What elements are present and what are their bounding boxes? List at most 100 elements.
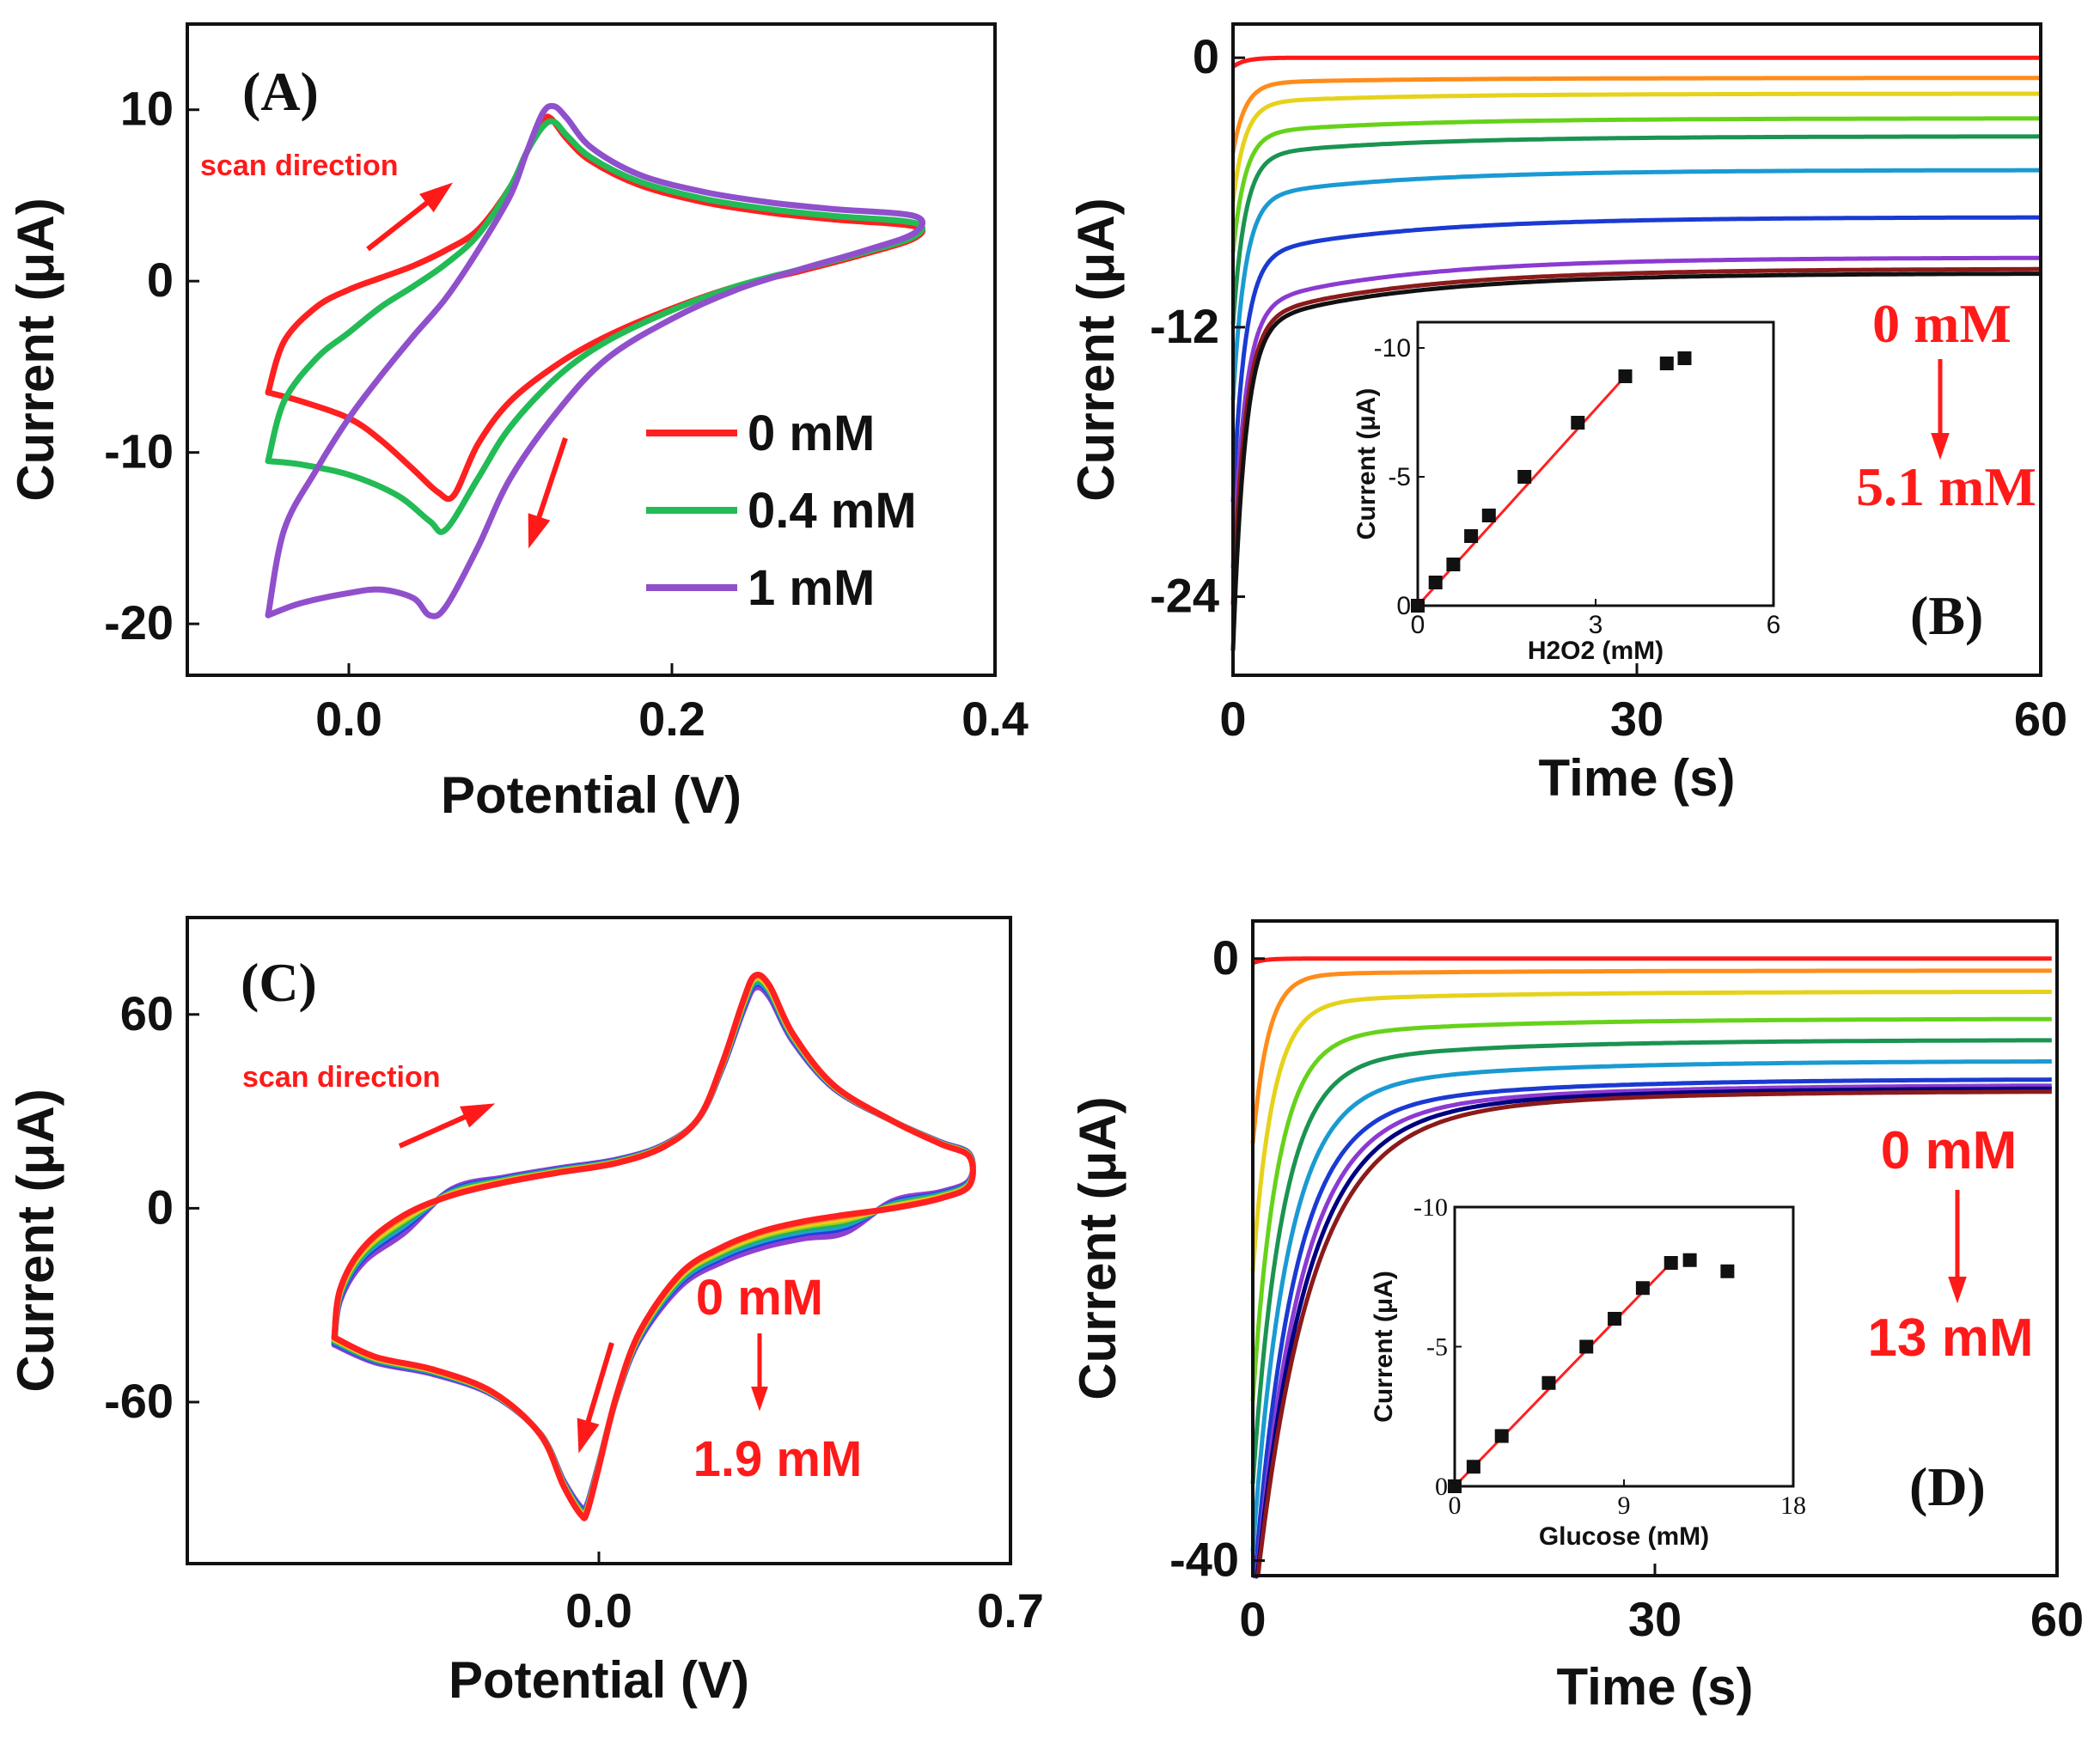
inset-frame — [1416, 320, 1775, 607]
y-tick-label: 10 — [120, 82, 174, 136]
data-point — [1664, 1256, 1678, 1270]
current-trace — [1230, 134, 2042, 325]
concentration-arrow-head — [751, 1387, 768, 1412]
concentration-arrow-head — [1931, 433, 1950, 460]
annotation-from: 0 mM — [1881, 1121, 2017, 1180]
x-axis-label: Potential (V) — [441, 766, 742, 824]
x-tick-label: 0.2 — [638, 692, 705, 746]
y-tick-label: 60 — [120, 986, 174, 1040]
current-trace — [1230, 255, 2041, 569]
inset-y-tick-label: 0 — [1435, 1473, 1448, 1501]
x-tick-label: 30 — [1628, 1592, 1682, 1646]
data-point — [1481, 509, 1496, 522]
series-line-0mM — [265, 113, 925, 503]
y-tick-label: 0 — [1212, 930, 1239, 985]
data-point — [1659, 357, 1674, 370]
y-tick-label: -12 — [1150, 299, 1219, 353]
inset-y-tick-label: -10 — [1374, 334, 1411, 363]
current-trace — [1230, 266, 2041, 605]
panel-label: (A) — [242, 61, 319, 122]
y-tick-label: 0 — [147, 1180, 174, 1234]
y-tick-label: 0 — [1193, 29, 1219, 83]
data-point — [1682, 1253, 1697, 1267]
series-line-1mM — [265, 102, 925, 619]
legend-entry: 1 mM — [748, 560, 875, 616]
plot-frame-a — [186, 22, 997, 677]
current-trace — [1250, 1059, 2052, 1552]
cv-curve — [331, 972, 976, 1522]
inset-x-tick-label: 9 — [1618, 1491, 1631, 1520]
series-line-0.4mM — [265, 118, 925, 535]
x-axis-label: Time (s) — [1539, 749, 1736, 807]
current-trace — [1230, 76, 2041, 154]
current-trace — [1250, 968, 2052, 1144]
inset-frame — [1453, 1205, 1795, 1488]
current-trace — [1253, 1083, 2052, 1579]
inset-b: 0 3 6 0 -5 -10 H2O2 (mM) Current (μA) — [1352, 320, 1781, 665]
x-tick-label: 30 — [1610, 692, 1664, 746]
data-point — [1446, 558, 1461, 571]
current-trace — [1231, 55, 2041, 69]
y-axis-label: Current (μA) — [1069, 1096, 1126, 1400]
panel-label: (B) — [1910, 585, 1983, 646]
x-tick-label: 0.0 — [315, 692, 382, 746]
y-axis-label: Current (μA) — [7, 1089, 64, 1392]
panel-a: 0.0 0.2 0.4 10 0 -10 -20 Potential (V) Current (… — [7, 22, 1029, 824]
annotation-from: 0 mM — [1872, 293, 2011, 354]
inset-y-tick-label: -5 — [1388, 463, 1411, 491]
current-trace — [1230, 116, 2041, 253]
annotation-to: 1.9 mM — [693, 1431, 863, 1487]
inset-y-label: Current (μA) — [1370, 1271, 1398, 1423]
y-tick-label: -60 — [104, 1374, 174, 1428]
panel-c: 0.0 0.7 60 0 -60 Potential (V) Current (μA) (C)… — [7, 916, 1044, 1709]
current-trace — [1251, 1077, 2052, 1578]
x-tick-label: 60 — [2014, 692, 2067, 746]
inset-x-tick-label: 0 — [1449, 1491, 1462, 1520]
inset-x-tick-label: 18 — [1780, 1491, 1806, 1520]
data-point — [1464, 529, 1479, 543]
data-point — [1466, 1460, 1480, 1474]
data-point — [1494, 1429, 1509, 1443]
annotation-from: 0 mM — [696, 1270, 823, 1326]
x-axis-label: Potential (V) — [449, 1651, 749, 1709]
x-tick-label: 0.7 — [977, 1583, 1044, 1637]
fit-line — [1453, 1261, 1672, 1488]
x-tick-label: 0 — [1219, 692, 1246, 746]
data-point — [1720, 1264, 1735, 1278]
data-point — [1677, 351, 1692, 365]
inset-y-tick-label: -5 — [1426, 1333, 1448, 1362]
current-trace — [1230, 271, 2041, 651]
current-trace — [1230, 215, 2041, 503]
panel-label: (D) — [1909, 1456, 1986, 1517]
scan-arrow-up-head — [460, 1103, 496, 1128]
legend: 0 mM 0.4 mM 1 mM — [646, 406, 917, 616]
panel-label: (C) — [241, 952, 317, 1013]
legend-entry: 0.4 mM — [748, 483, 917, 539]
data-point — [1608, 1312, 1622, 1326]
inset-y-tick-label: -10 — [1413, 1193, 1448, 1222]
data-point — [1517, 470, 1532, 484]
x-tick-label: 60 — [2030, 1592, 2084, 1646]
current-trace — [1250, 990, 2052, 1271]
y-axis-label: Current (μA) — [7, 198, 64, 501]
y-tick-label: -40 — [1169, 1532, 1239, 1586]
scan-arrow-down-head — [577, 1418, 600, 1454]
scan-direction-label: scan direction — [200, 149, 399, 182]
annotation-to: 13 mM — [1868, 1308, 2034, 1368]
data-point — [1541, 1375, 1556, 1390]
current-trace — [1253, 1086, 2052, 1579]
inset-x-tick-label: 6 — [1767, 611, 1781, 639]
data-point — [1571, 416, 1585, 430]
annotation-to: 5.1 mM — [1856, 456, 2036, 517]
data-point — [1579, 1339, 1594, 1354]
inset-x-tick-label: 0 — [1411, 611, 1425, 639]
y-tick-label: 0 — [147, 253, 174, 307]
inset-x-tick-label: 3 — [1589, 611, 1603, 639]
x-tick-label: 0.4 — [961, 692, 1029, 746]
y-tick-label: -10 — [104, 424, 174, 479]
legend-entry: 0 mM — [748, 406, 875, 461]
current-trace — [1230, 168, 2041, 400]
inset-y-tick-label: 0 — [1396, 592, 1411, 620]
